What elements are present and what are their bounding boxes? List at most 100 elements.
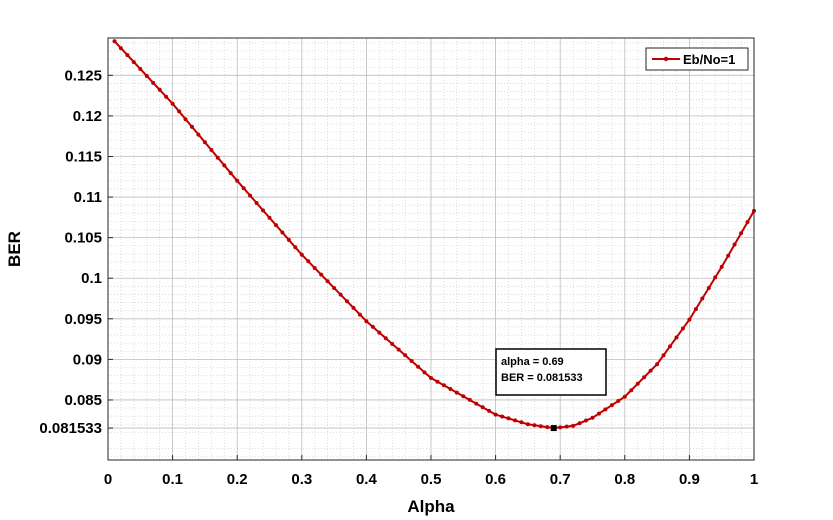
data-point (538, 424, 543, 429)
data-point (674, 335, 679, 340)
data-point (312, 266, 317, 270)
y-tick-label: 0.11 (74, 189, 102, 206)
y-tick-label: 0.12 (73, 108, 102, 125)
data-point (280, 230, 285, 235)
y-axis: 0.081533 0.085 0.09 0.095 0.1 0.105 0.11 0.115 0… (39, 67, 113, 437)
data-point (513, 418, 517, 423)
data-point (461, 394, 466, 399)
data-point (370, 324, 375, 329)
y-tick-label: 0.105 (64, 230, 102, 247)
data-point (293, 245, 298, 250)
data-point (622, 394, 627, 399)
data-point (467, 397, 472, 402)
data-point (732, 242, 737, 247)
data-point (286, 237, 291, 242)
x-tick-label: 0.6 (485, 471, 506, 488)
x-tick-label: 0.2 (227, 471, 248, 488)
data-point (480, 405, 485, 410)
data-point (151, 80, 156, 85)
data-point (693, 307, 698, 312)
x-tick-label: 0 (104, 471, 112, 488)
x-tick-label: 0.5 (421, 471, 442, 488)
y-tick-label: 0.125 (64, 67, 102, 84)
data-point (112, 39, 117, 44)
data-point (332, 286, 337, 290)
data-point (603, 407, 608, 412)
data-point (429, 376, 433, 380)
data-point (454, 390, 459, 395)
data-point (164, 94, 169, 99)
data-point (274, 223, 278, 228)
data-point (655, 362, 660, 367)
data-point (118, 46, 123, 51)
data-point (590, 415, 595, 420)
data-point (577, 421, 582, 426)
datatip-marker[interactable] (550, 425, 557, 432)
legend-entry-label: Eb/No=1 (683, 52, 735, 67)
x-axis-title: Alpha (407, 497, 455, 516)
data-point (138, 67, 143, 71)
data-point (642, 375, 647, 380)
data-point (267, 215, 272, 220)
data-point (616, 398, 621, 403)
data-point (144, 74, 149, 78)
data-point (157, 87, 162, 92)
data-point (713, 275, 718, 280)
data-point (235, 178, 240, 183)
data-point (584, 418, 588, 423)
x-tick-label: 1 (750, 471, 758, 488)
x-tick-label: 0.9 (679, 471, 700, 488)
data-point (571, 423, 576, 428)
y-tick-label: 0.081533 (39, 420, 102, 437)
data-point (519, 420, 524, 425)
data-point (254, 201, 259, 205)
data-point (345, 299, 349, 304)
y-tick-label: 0.1 (81, 270, 102, 287)
y-axis-title: BER (5, 231, 24, 267)
data-point (183, 117, 188, 122)
data-point (680, 326, 685, 331)
data-point (319, 272, 324, 277)
data-point (351, 305, 356, 310)
data-point (532, 423, 537, 428)
data-point (338, 292, 343, 297)
datatip-ber-text: BER = 0.081533 (501, 372, 583, 384)
data-point (448, 387, 453, 391)
data-point (739, 231, 744, 236)
x-tick-label: 0.4 (356, 471, 378, 488)
legend[interactable]: Eb/No=1 (645, 47, 749, 71)
data-point (228, 171, 233, 176)
data-point (364, 319, 369, 324)
data-point (635, 381, 640, 386)
datatip[interactable]: alpha = 0.69 BER = 0.081533 (495, 348, 607, 396)
data-point (597, 411, 601, 416)
y-tick-label: 0.085 (64, 392, 102, 409)
data-point (416, 364, 421, 369)
data-point (202, 140, 207, 145)
data-point (648, 368, 653, 373)
series-layer (112, 39, 756, 432)
data-point (190, 124, 194, 129)
data-point (487, 408, 492, 413)
data-point (706, 286, 711, 290)
data-point (687, 317, 692, 322)
data-point (390, 342, 395, 346)
data-point (609, 403, 614, 408)
data-point (719, 264, 724, 269)
data-point (422, 370, 427, 375)
y-tick-label: 0.095 (64, 311, 102, 328)
y-tick-label: 0.115 (65, 148, 102, 165)
data-point (222, 163, 227, 168)
data-point (299, 252, 304, 257)
data-point (215, 155, 220, 160)
datatip-box (495, 348, 607, 396)
data-point (261, 208, 265, 213)
data-point (131, 60, 136, 65)
data-point (700, 296, 705, 301)
data-point (177, 109, 182, 114)
data-point (500, 414, 505, 419)
data-point (357, 312, 362, 317)
legend-marker-swatch (663, 56, 669, 62)
data-point (661, 353, 666, 358)
